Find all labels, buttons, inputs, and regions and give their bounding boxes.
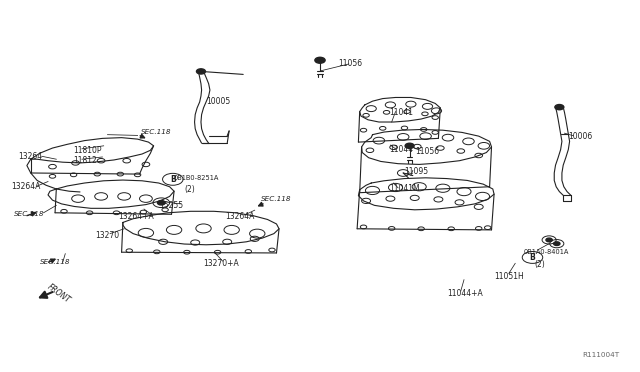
Text: 11056: 11056	[338, 60, 362, 68]
Circle shape	[405, 143, 414, 148]
Text: 13264A: 13264A	[225, 212, 255, 221]
Circle shape	[554, 242, 560, 246]
Circle shape	[196, 69, 205, 74]
Text: 11095: 11095	[404, 167, 429, 176]
Text: 11044+A: 11044+A	[447, 289, 483, 298]
Text: B: B	[530, 253, 535, 262]
Text: 13270+A: 13270+A	[204, 259, 239, 268]
Text: 15255: 15255	[159, 201, 183, 210]
Text: 11044: 11044	[389, 145, 413, 154]
Text: SEC.118: SEC.118	[141, 129, 172, 135]
Text: 10005: 10005	[206, 97, 230, 106]
Text: 10006: 10006	[568, 132, 593, 141]
Circle shape	[315, 57, 325, 63]
Text: FRONT: FRONT	[45, 283, 72, 305]
Text: 13264+A: 13264+A	[118, 212, 154, 221]
Text: 11810P: 11810P	[74, 146, 102, 155]
Text: 11056: 11056	[415, 147, 439, 156]
Text: 13264: 13264	[18, 153, 42, 161]
Text: SEC.118: SEC.118	[261, 196, 292, 202]
Text: 11041M: 11041M	[389, 185, 420, 193]
Text: R111004T: R111004T	[582, 352, 620, 358]
Text: SEC.118: SEC.118	[14, 211, 45, 217]
Text: 11812: 11812	[74, 156, 97, 165]
Text: 11051H: 11051H	[494, 272, 524, 280]
Text: 13270: 13270	[95, 231, 119, 240]
Text: 13264A: 13264A	[12, 182, 41, 191]
Text: 0B1A0-8401A: 0B1A0-8401A	[524, 249, 569, 255]
Text: (2): (2)	[184, 185, 195, 194]
Circle shape	[157, 201, 165, 205]
Text: B: B	[170, 175, 175, 184]
Text: 0B1B0-8251A: 0B1B0-8251A	[174, 175, 220, 181]
Text: SEC.118: SEC.118	[40, 259, 70, 265]
Circle shape	[546, 238, 552, 242]
Circle shape	[555, 105, 564, 110]
Text: (2): (2)	[534, 260, 545, 269]
Text: 11041: 11041	[389, 108, 413, 117]
